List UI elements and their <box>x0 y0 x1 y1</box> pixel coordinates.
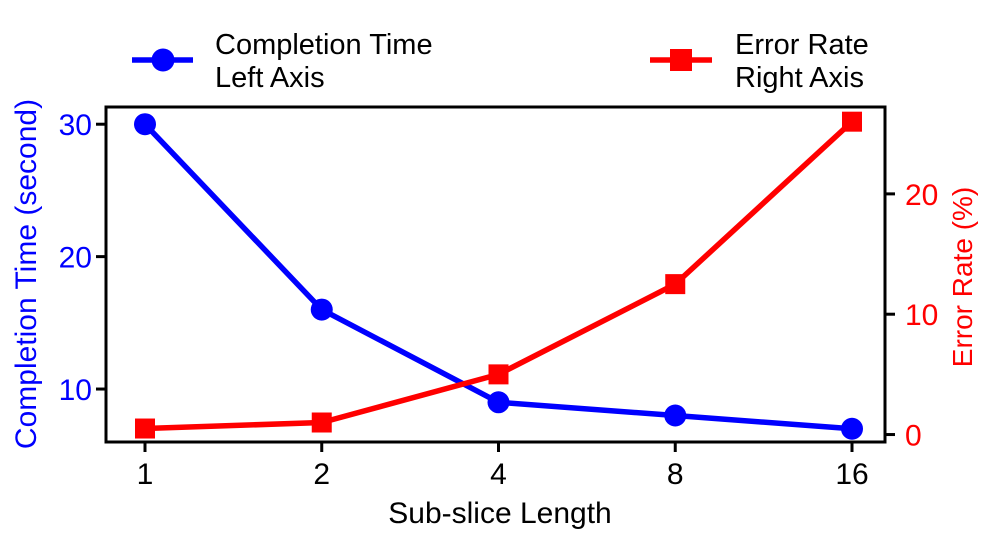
data-point-square-marker <box>311 412 332 433</box>
legend-label: Completion Time Left Axis <box>215 29 441 94</box>
plot-frame <box>104 105 887 444</box>
x-axis-tick-label: 2 <box>313 458 330 491</box>
x-axis-tick-label: 1 <box>137 458 154 491</box>
left-axis-tick-label: 20 <box>59 242 92 275</box>
data-point-circle-marker <box>664 404 687 427</box>
data-point-square-marker <box>488 364 509 385</box>
data-point-circle-marker <box>310 298 333 321</box>
right-axis-tick-label: 0 <box>905 420 922 453</box>
left-axis-label: Completion Time (second) <box>10 99 43 449</box>
x-axis-tick-label: 4 <box>490 458 507 491</box>
right-axis-tick-label: 20 <box>905 179 938 212</box>
legend-label: Error Rate Right Axis <box>735 29 877 94</box>
legend-item-error-rate: Error Rate Right Axis <box>650 29 877 94</box>
legend: Completion Time Left Axis Error Rate Rig… <box>132 29 877 94</box>
data-point-circle-marker <box>134 113 156 136</box>
series-layer <box>134 111 863 440</box>
data-point-square-marker <box>665 274 686 295</box>
legend-square-marker-icon <box>670 49 692 71</box>
legend-item-completion-time: Completion Time Left Axis <box>132 29 441 94</box>
left-axis-tick-label: 30 <box>59 109 92 142</box>
x-axis-tick-label: 16 <box>835 458 868 491</box>
x-axis-tick-label: 8 <box>667 458 684 491</box>
right-axis-label: Error Rate (%) <box>947 187 978 367</box>
legend-circle-marker-icon <box>151 48 175 72</box>
data-point-square-marker <box>135 418 155 439</box>
x-axis-label: Sub-slice Length <box>388 497 611 530</box>
left-axis-tick-label: 10 <box>59 374 92 407</box>
data-point-circle-marker <box>841 417 863 440</box>
data-point-circle-marker <box>487 391 510 414</box>
data-point-square-marker <box>842 111 862 132</box>
right-axis-tick-label: 10 <box>905 299 938 332</box>
